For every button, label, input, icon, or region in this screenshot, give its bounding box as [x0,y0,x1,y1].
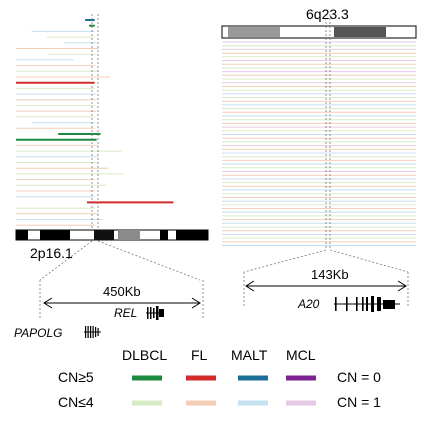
legend-col-dlbcl: DLBCL [122,347,168,363]
rel-gene-label: REL [114,306,138,320]
a20-gene-label: A20 [298,297,320,311]
legend-swatch-malt-gain [238,375,268,381]
right-span-label: 143Kb [311,267,349,282]
left-segment-track [16,19,174,226]
left-ideogram [15,229,209,241]
legend-swatch-mcl-gain [286,375,316,381]
papolg-gene-label: PAPOLG [14,326,63,340]
legend-swatch-malt-low [238,400,268,406]
right-zoom-line-r [329,249,409,273]
legend-cn0: CN = 0 [337,369,381,385]
a20-gene-model [334,296,400,312]
rel-gene-model [146,306,164,320]
legend-swatches [132,375,316,406]
right-ideogram [221,25,417,39]
legend-col-fl: FL [191,347,208,363]
legend-row-gain: CN≥5 [58,369,94,385]
legend-swatch-fl-low [186,400,216,406]
left-zoom-line-l [39,240,93,281]
legend-row-low: CN≤4 [58,394,94,410]
legend-col-malt: MALT [231,347,268,363]
legend-col-mcl: MCL [286,347,316,363]
legend-swatch-fl-gain [186,375,216,381]
legend-cn1: CN = 1 [337,394,381,410]
legend-swatch-mcl-low [286,400,316,406]
left-region-label: 2p16.1 [30,245,73,261]
left-zoom-line-r [97,240,201,281]
right-segment-track [222,41,416,246]
legend-swatch-dlbcl-low [132,400,162,406]
right-region-label: 6q23.3 [306,6,349,22]
left-span-arrow [43,297,201,309]
right-span-arrow [245,280,407,292]
legend-swatch-dlbcl-gain [132,375,162,381]
papolg-gene-model [84,326,101,338]
left-span-label: 450Kb [103,284,141,299]
